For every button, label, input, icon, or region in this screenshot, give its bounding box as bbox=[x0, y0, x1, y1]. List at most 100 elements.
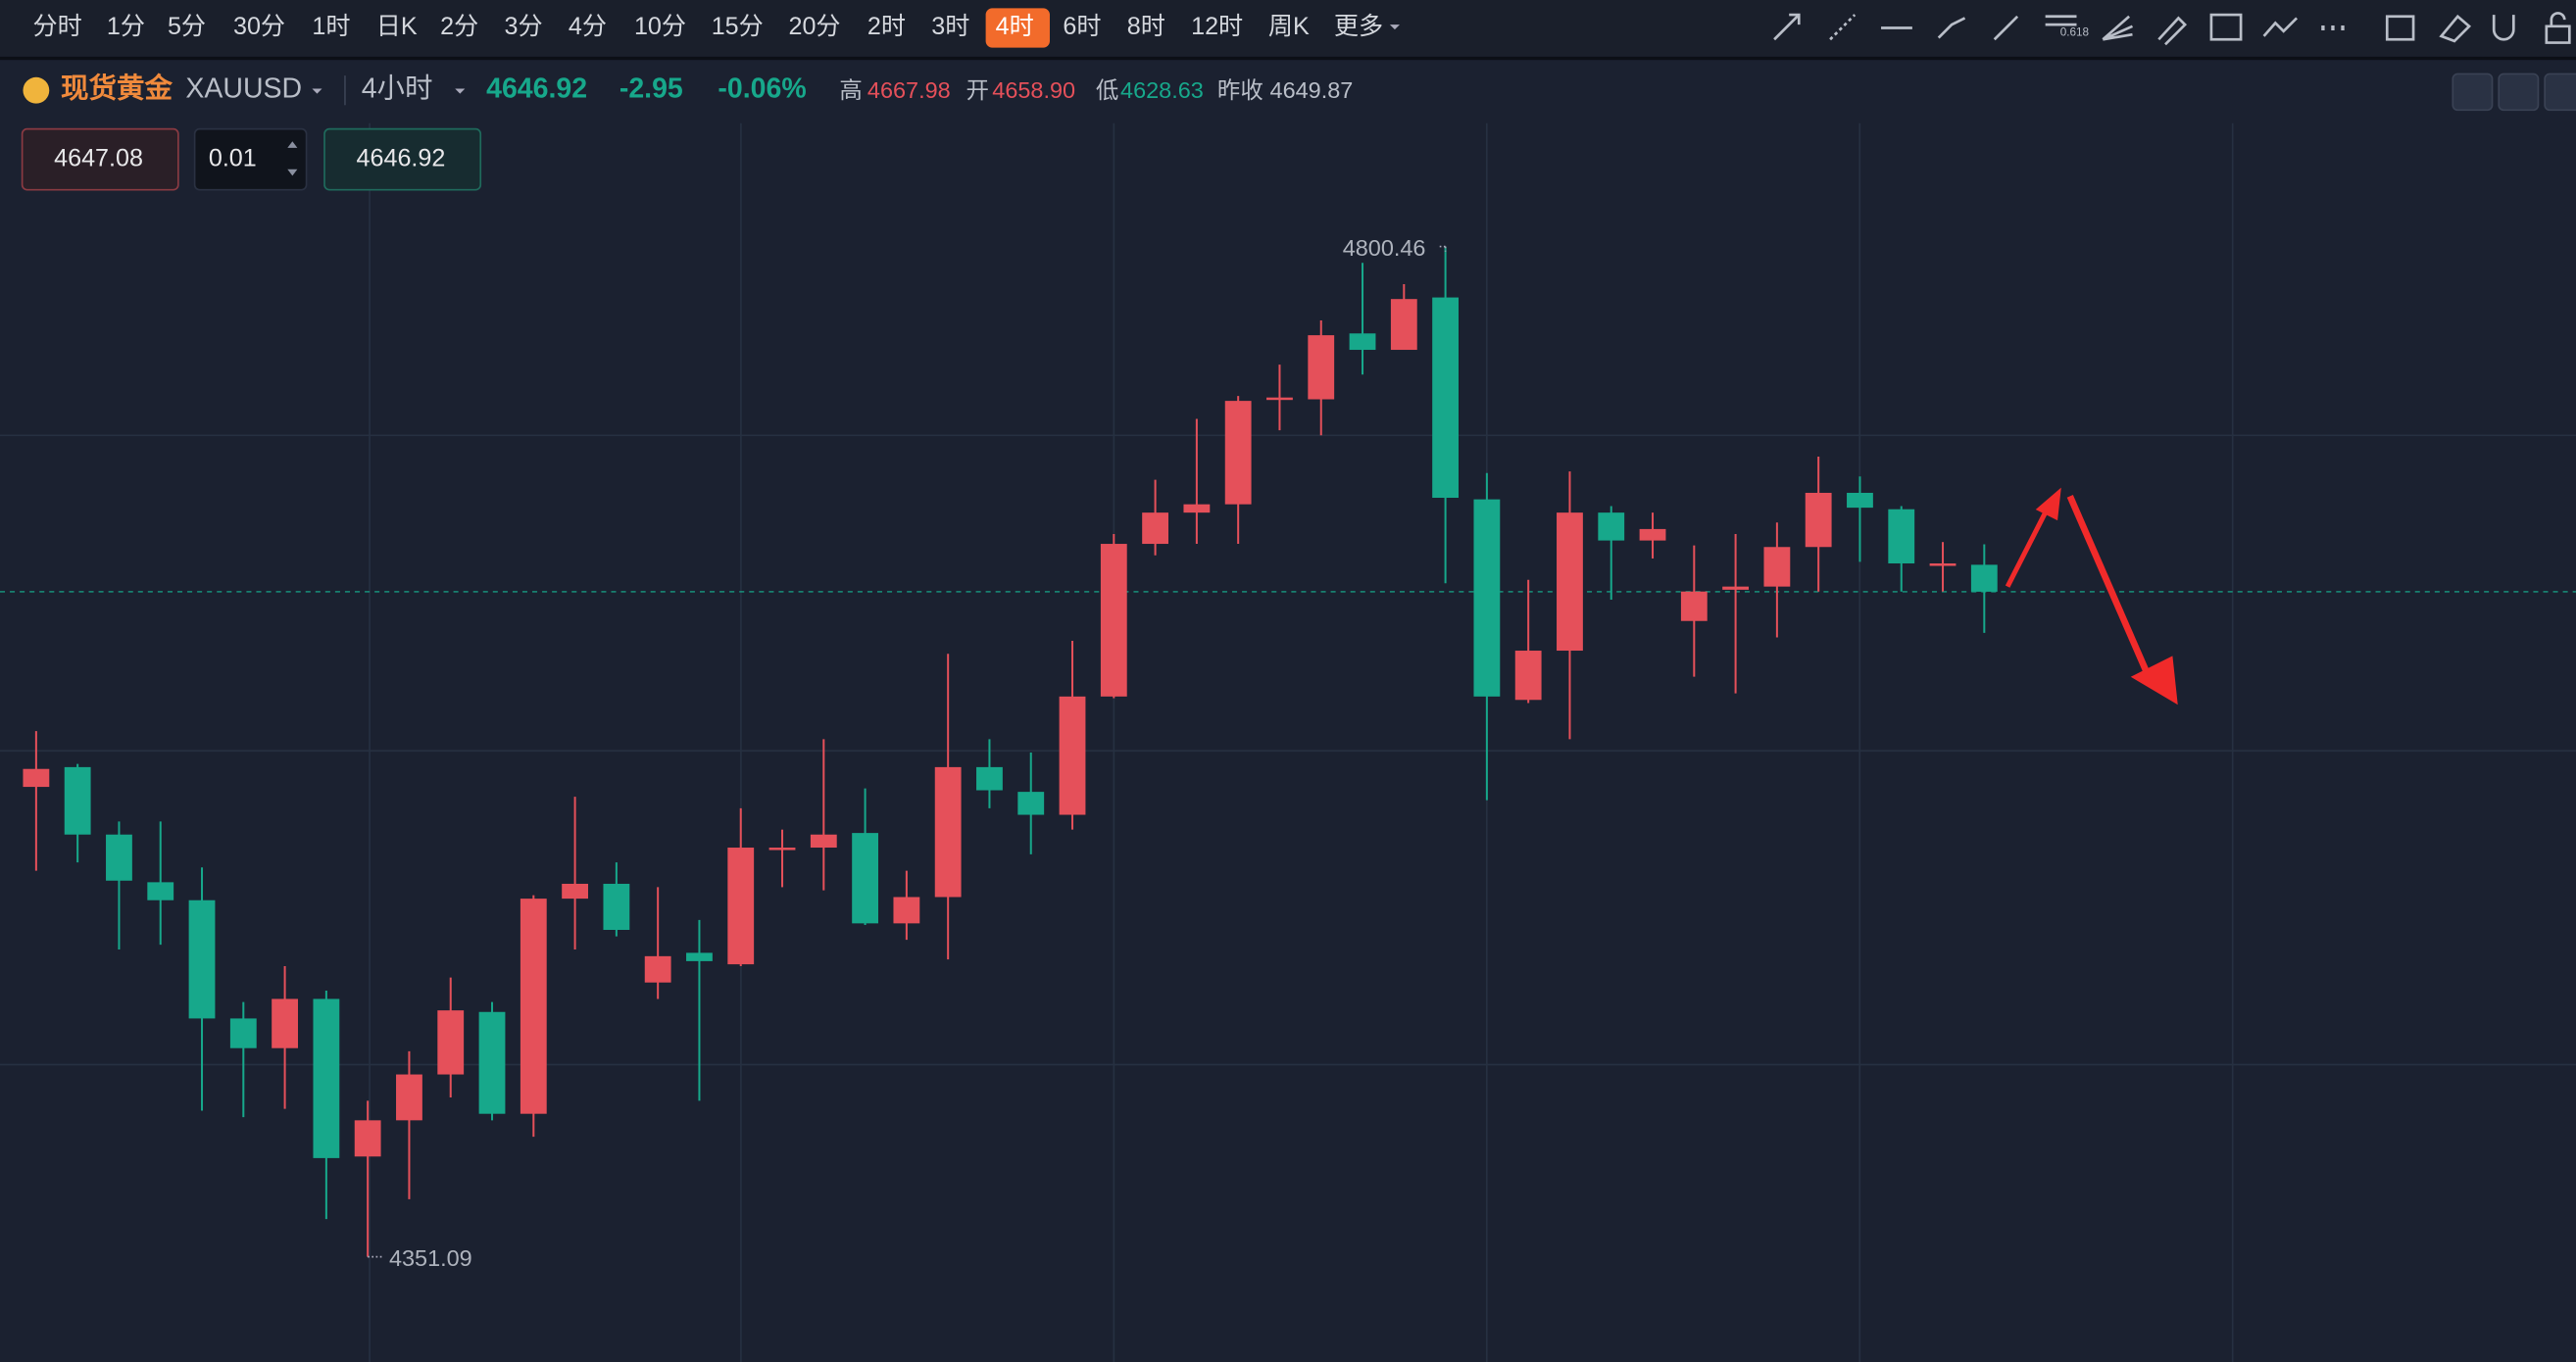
grid bbox=[0, 122, 2576, 1362]
low-label: 4351.09 bbox=[389, 1245, 472, 1271]
prev-close-label: 昨收 bbox=[1217, 77, 1263, 103]
open-label: 开 bbox=[966, 77, 989, 103]
candle-body bbox=[893, 897, 920, 924]
candle-body bbox=[1349, 333, 1376, 351]
candle-body bbox=[1722, 586, 1750, 590]
buy-button[interactable] bbox=[323, 127, 482, 191]
period-tab[interactable]: 15分 bbox=[712, 13, 764, 40]
period-tab[interactable]: 30分 bbox=[233, 13, 285, 40]
dropdown-caret bbox=[312, 88, 322, 94]
drawing-tools bbox=[1773, 12, 2571, 46]
instrument-symbol: XAUUSD bbox=[185, 73, 302, 105]
candle-body bbox=[1639, 528, 1666, 541]
sell-button[interactable] bbox=[21, 127, 179, 191]
tool-magnet[interactable] bbox=[2492, 15, 2515, 41]
candle-body bbox=[1473, 499, 1501, 697]
prev-close-value: 4649.87 bbox=[1270, 77, 1354, 103]
fib-label: 0.618 bbox=[2060, 26, 2090, 39]
candle-body bbox=[768, 848, 796, 851]
price-change: -2.95 bbox=[619, 73, 683, 105]
candle-body bbox=[229, 1018, 257, 1048]
dropdown-caret bbox=[1389, 24, 1400, 30]
candle-body bbox=[934, 766, 962, 898]
period-tab[interactable]: 4分 bbox=[569, 13, 607, 40]
draw-button[interactable] bbox=[2498, 73, 2540, 112]
period-toolbar bbox=[0, 0, 2576, 58]
candle-body bbox=[1059, 696, 1086, 815]
candle-body bbox=[1514, 651, 1542, 701]
tool-lock[interactable] bbox=[2545, 12, 2571, 44]
tool-arrow[interactable] bbox=[1773, 13, 1801, 41]
candle-body bbox=[1805, 492, 1832, 548]
period-tab[interactable]: 20分 bbox=[788, 13, 840, 40]
period-tab[interactable]: 10分 bbox=[634, 13, 686, 40]
tool-image[interactable] bbox=[2209, 13, 2243, 41]
candle-body bbox=[1224, 401, 1252, 505]
candle-body bbox=[603, 883, 630, 931]
period-tab[interactable]: 1分 bbox=[107, 13, 145, 40]
instrument-name: 现货黄金 bbox=[61, 73, 173, 105]
candle-body bbox=[1557, 512, 1583, 652]
candle-body bbox=[1598, 512, 1625, 541]
chart-settings bbox=[2452, 73, 2576, 112]
buy-price: 4646.92 bbox=[357, 144, 446, 171]
quantity-input[interactable] bbox=[193, 127, 308, 191]
tool-wave[interactable] bbox=[2262, 17, 2299, 37]
tool-fib[interactable] bbox=[2045, 15, 2077, 26]
candle-body bbox=[188, 900, 216, 1019]
period-tab[interactable]: 2分 bbox=[440, 13, 478, 40]
candle-body bbox=[396, 1074, 422, 1121]
indicator-button[interactable] bbox=[2452, 73, 2494, 112]
tool-ray[interactable] bbox=[1829, 14, 1857, 41]
period-tab[interactable]: 8时 bbox=[1127, 13, 1165, 40]
candle-body bbox=[976, 766, 1003, 791]
tool-eraser[interactable] bbox=[2439, 14, 2472, 43]
more-tab[interactable]: 更多 bbox=[1334, 13, 1383, 40]
candle-body bbox=[437, 1010, 465, 1075]
period-tab[interactable]: 2时 bbox=[867, 13, 906, 40]
candle-body bbox=[1142, 512, 1169, 545]
tool-trend[interactable] bbox=[1993, 15, 2019, 41]
period-tab[interactable]: 6时 bbox=[1063, 13, 1101, 40]
tool-fan[interactable] bbox=[2102, 15, 2134, 41]
candle-body bbox=[1432, 297, 1460, 499]
period-tab[interactable]: 3时 bbox=[931, 13, 969, 40]
period-tab[interactable]: 1时 bbox=[312, 13, 350, 40]
candle-body bbox=[106, 834, 132, 881]
quantity: 0.01 bbox=[209, 144, 257, 171]
period-tab[interactable]: 分时 bbox=[33, 13, 82, 40]
period-tab[interactable]: 日K bbox=[376, 13, 418, 40]
period-tab[interactable]: 4时 bbox=[996, 13, 1034, 40]
tool-edit[interactable] bbox=[2385, 15, 2415, 41]
period-tab[interactable]: 12时 bbox=[1191, 13, 1243, 40]
candle-body bbox=[1847, 492, 1873, 509]
tool-segment[interactable] bbox=[1937, 17, 1966, 39]
candle-body bbox=[147, 882, 174, 900]
period-tab[interactable]: 5分 bbox=[168, 13, 206, 40]
high-label: 4800.46 bbox=[1343, 235, 1426, 261]
high-value: 4667.98 bbox=[867, 77, 951, 103]
candle-body bbox=[313, 998, 340, 1158]
arrow-down-shaft bbox=[2066, 495, 2151, 675]
sell-price: 4647.08 bbox=[54, 144, 143, 171]
tool-brush[interactable] bbox=[2157, 16, 2188, 46]
period-tab[interactable]: 周K bbox=[1268, 13, 1310, 40]
candle-body bbox=[478, 1011, 506, 1114]
interval[interactable]: 4小时 bbox=[362, 73, 433, 105]
candle-body bbox=[727, 848, 755, 965]
candle-body bbox=[686, 952, 713, 961]
candle-body bbox=[1888, 509, 1915, 564]
candle-body bbox=[272, 998, 298, 1048]
candle-body bbox=[644, 955, 671, 983]
style-button[interactable] bbox=[2544, 73, 2576, 112]
candle-body bbox=[562, 883, 588, 900]
candle-body bbox=[1100, 544, 1127, 697]
dropdown-caret bbox=[455, 88, 466, 94]
candle-body bbox=[1763, 547, 1791, 587]
candle-body bbox=[1308, 335, 1335, 400]
period-tab[interactable]: 3分 bbox=[505, 13, 543, 40]
candle-body bbox=[1929, 563, 1957, 566]
candle-body bbox=[64, 766, 91, 835]
candle-body bbox=[1183, 504, 1211, 513]
